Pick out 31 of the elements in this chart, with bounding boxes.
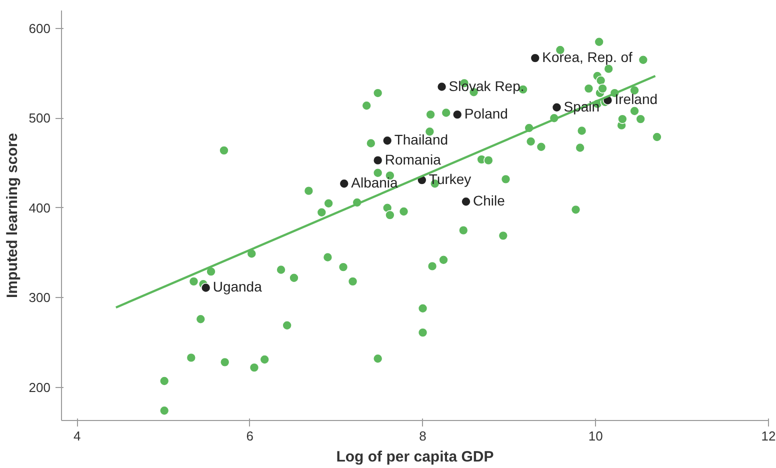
annotation: Slovak Rep. <box>448 78 524 94</box>
point <box>436 82 447 92</box>
point <box>461 196 471 206</box>
y-tick-label: 500 <box>28 110 51 126</box>
y-tick-label: 200 <box>28 380 51 395</box>
x-tick-label: 12 <box>761 428 776 444</box>
y-axis-title: Imputed learning score <box>4 132 21 298</box>
annotation: Ireland <box>614 91 658 108</box>
point <box>552 102 562 112</box>
annotation: Uganda <box>212 278 262 295</box>
x-tick-label: 4 <box>73 428 81 444</box>
point <box>382 136 392 146</box>
annotation: Romania <box>384 151 442 168</box>
point <box>530 53 540 63</box>
point <box>372 155 383 166</box>
x-axis-title: Log of per capita GDP <box>336 448 494 466</box>
x-tick-label: 10 <box>588 428 603 444</box>
annotation: Thailand <box>394 132 448 148</box>
x-tick-label: 8 <box>419 428 426 444</box>
annotation: Turkey <box>428 171 472 188</box>
y-tick-label: 600 <box>28 20 51 36</box>
annotation: Albania <box>351 174 398 191</box>
point <box>452 110 462 120</box>
y-tick-label: 300 <box>28 290 51 306</box>
x-tick-label: 6 <box>246 428 254 444</box>
annotation: Poland <box>464 106 508 122</box>
point <box>200 282 211 293</box>
annotation: Chile <box>472 192 506 209</box>
point <box>339 178 350 189</box>
y-tick-label: 400 <box>28 200 51 216</box>
annotation: Korea, Rep. of <box>542 49 633 66</box>
